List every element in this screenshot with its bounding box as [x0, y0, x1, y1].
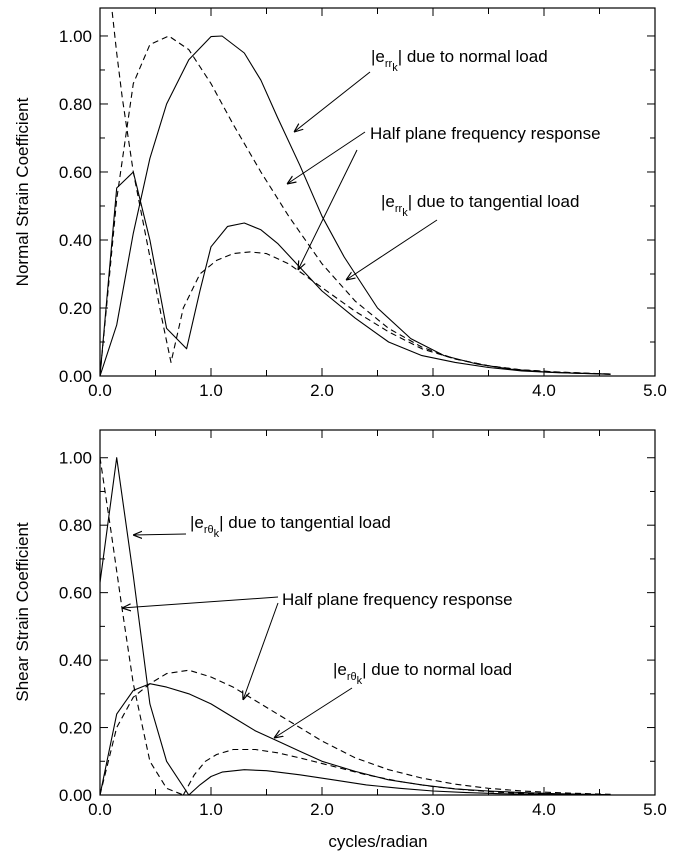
y-tick-label: 0.40	[59, 231, 92, 250]
x-tick-label: 0.0	[88, 381, 112, 400]
x-tick-label: 0.0	[88, 800, 112, 819]
y-tick-label: 0.40	[59, 651, 92, 670]
annotation-half-plane: Half plane frequency response	[370, 124, 601, 143]
arrow-tangential-load	[346, 219, 438, 280]
x-tick-label: 4.0	[532, 381, 556, 400]
x-tick-label: 1.0	[199, 381, 223, 400]
x-tick-label: 5.0	[643, 381, 667, 400]
y-tick-label: 0.60	[59, 163, 92, 182]
arrow-normal-load	[274, 687, 353, 738]
x-tick-label: 5.0	[643, 800, 667, 819]
tick-marks: 0.0 1.0 2.0 3.0 4.0 5.0 0.00 0.20 0.40 0.60 0.80 1.…	[59, 430, 667, 819]
series-line-5-solid	[188, 769, 611, 795]
series-group	[100, 457, 611, 795]
arrow-half-plane-a	[287, 131, 366, 184]
normal-strain-panel: 0.0 1.0 2.0 3.0 4.0 5.0 0.00 0.20 0.40 0.60 0.80 1.…	[13, 7, 667, 400]
annotation-err-normal: |errk| due to normal load	[371, 47, 548, 74]
y-tick-label: 0.80	[59, 516, 92, 535]
y-tick-label: 1.00	[59, 449, 92, 468]
series-group	[100, 8, 611, 376]
arrow-half-plane-b	[298, 149, 358, 270]
series-line-3-solid	[100, 683, 611, 795]
annotation-erth-tangential: |erθk| due to tangential load	[190, 513, 391, 540]
arrow-tangential-load	[133, 534, 187, 535]
annotation-half-plane: Half plane frequency response	[282, 590, 513, 609]
y-axis-label: Shear Strain Coefficient	[13, 522, 32, 702]
y-tick-label: 0.20	[59, 299, 92, 318]
x-tick-label: 3.0	[421, 381, 445, 400]
series-line-2-dashed	[100, 457, 184, 795]
x-tick-label: 4.0	[532, 800, 556, 819]
x-axis-label: cycles/radian	[328, 832, 427, 851]
y-tick-label: 0.00	[59, 786, 92, 805]
x-tick-label: 3.0	[421, 800, 445, 819]
annotation-erth-normal: |erθk| due to normal load	[333, 660, 512, 687]
series-line-4-dashed	[111, 8, 611, 375]
y-tick-label: 1.00	[59, 27, 92, 46]
y-tick-label: 0.80	[59, 95, 92, 114]
x-tick-label: 1.0	[199, 800, 223, 819]
arrow-normal-load	[294, 71, 371, 132]
plot-frame	[99, 429, 656, 796]
y-tick-label: 0.60	[59, 584, 92, 603]
arrow-half-plane-b	[243, 602, 279, 700]
series-line-4-dashed	[100, 669, 611, 795]
y-tick-label: 0.00	[59, 367, 92, 386]
shear-strain-panel: 0.0 1.0 2.0 3.0 4.0 5.0 0.00 0.20 0.40 0.60 0.80 1.…	[13, 429, 667, 851]
arrow-half-plane-a	[122, 596, 279, 608]
series-line-1-solid	[100, 457, 211, 795]
x-tick-label: 2.0	[310, 800, 334, 819]
series-line-3-solid	[100, 171, 611, 376]
series-line-6-dashed	[182, 748, 611, 795]
tick-marks: 0.0 1.0 2.0 3.0 4.0 5.0 0.00 0.20 0.40 0.60 0.80 1.…	[59, 8, 667, 400]
annotation-arrows	[122, 534, 353, 738]
y-tick-label: 0.20	[59, 719, 92, 738]
annotation-arrows	[287, 71, 438, 280]
y-axis-label: Normal Strain Coefficient	[13, 97, 32, 286]
x-tick-label: 2.0	[310, 381, 334, 400]
annotation-err-tangential: |errk| due to tangential load	[381, 192, 579, 219]
